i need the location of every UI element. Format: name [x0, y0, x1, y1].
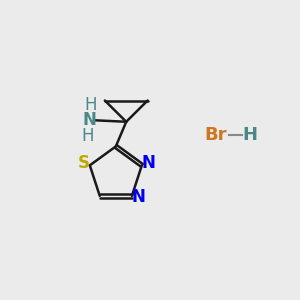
Text: H: H	[81, 127, 94, 145]
Text: H: H	[84, 96, 97, 114]
Text: H: H	[242, 126, 257, 144]
Text: N: N	[131, 188, 146, 206]
Text: Br: Br	[204, 126, 226, 144]
Text: N: N	[82, 111, 96, 129]
Text: N: N	[141, 154, 155, 172]
Text: S: S	[77, 154, 89, 172]
